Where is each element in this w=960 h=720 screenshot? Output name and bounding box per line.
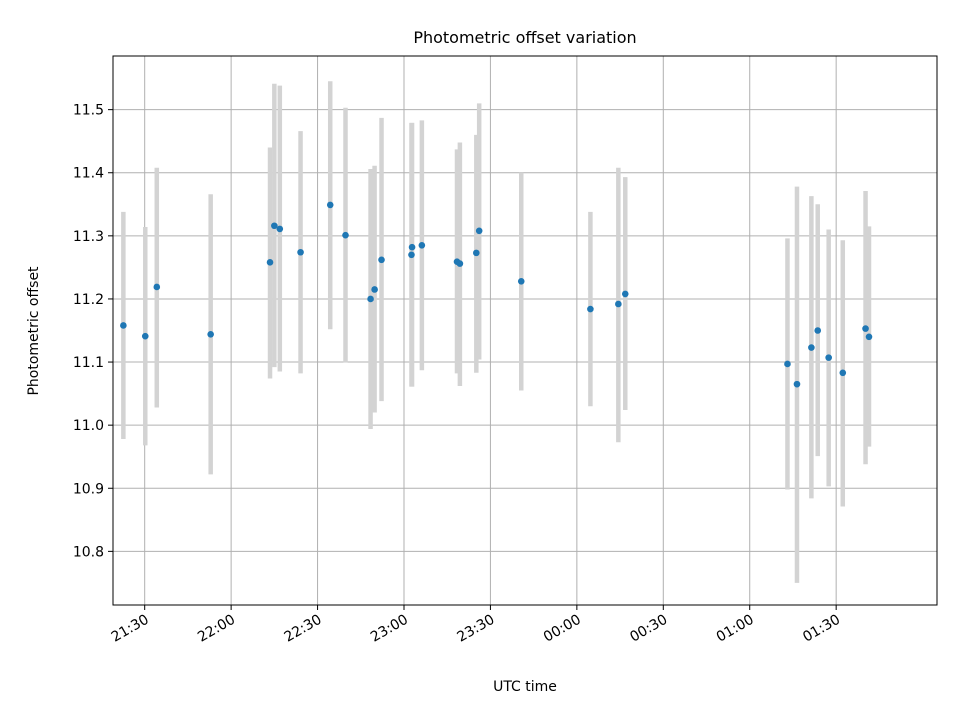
data-point: [865, 333, 873, 341]
x-tick-label: 00:30: [627, 612, 670, 646]
x-tick-label: 23:30: [454, 612, 497, 646]
data-point: [297, 248, 304, 256]
data-point: [367, 295, 374, 303]
y-tick-label: 11.5: [73, 103, 104, 119]
data-points: [120, 201, 873, 388]
data-point: [814, 327, 822, 334]
y-tick-label: 11.1: [73, 355, 104, 371]
data-point: [456, 260, 464, 267]
y-tick-label: 10.9: [73, 481, 104, 497]
y-tick-label: 11.3: [73, 229, 104, 245]
y-axis-label: Photometric offset: [26, 266, 42, 396]
data-point: [784, 360, 791, 368]
y-tick-label: 11.2: [73, 292, 104, 308]
data-point: [825, 354, 832, 361]
x-tick-label: 23:00: [368, 612, 411, 646]
y-tick-label: 11.4: [73, 166, 104, 182]
x-tick-label: 01:00: [714, 612, 757, 646]
x-axis-ticks: 21:30 22:00 22:30 23:00 23:30 00:00 00:30 01:00…: [109, 605, 843, 646]
x-tick-label: 00:00: [541, 612, 584, 646]
grid-lines: [113, 56, 937, 605]
x-axis-label: UTC time: [493, 679, 557, 695]
plot-frame: [112, 55, 938, 606]
data-point: [326, 201, 334, 209]
data-point: [153, 283, 161, 291]
data-point: [342, 231, 349, 239]
data-point: [120, 322, 127, 329]
data-point: [271, 222, 278, 230]
data-point: [517, 277, 525, 285]
x-tick-label: 01:30: [800, 612, 843, 646]
data-point: [808, 344, 815, 351]
data-point: [276, 225, 284, 233]
data-point: [862, 325, 869, 332]
x-tick-label: 21:30: [109, 612, 152, 646]
data-point: [793, 380, 801, 388]
chart-title: Photometric offset variation: [413, 28, 636, 47]
x-tick-label: 22:30: [282, 612, 325, 646]
data-point: [839, 369, 847, 377]
y-tick-label: 10.8: [73, 544, 104, 560]
data-point: [621, 290, 629, 298]
error-bars: [121, 81, 872, 583]
y-axis-ticks: 10.8 10.9 11.0 11.1 11.2 11.3 11.4 11.5: [73, 103, 113, 560]
data-point: [207, 330, 214, 338]
data-point: [615, 300, 622, 308]
data-point: [141, 332, 149, 340]
data-point: [378, 256, 385, 264]
data-point: [587, 305, 594, 313]
data-point: [266, 259, 274, 266]
data-point: [408, 251, 415, 259]
data-point: [473, 249, 480, 257]
data-point: [408, 243, 416, 251]
data-point: [475, 227, 483, 235]
x-tick-label: 22:00: [195, 612, 238, 646]
data-point: [418, 242, 426, 249]
y-tick-label: 11.0: [73, 418, 104, 434]
data-point: [371, 286, 378, 293]
